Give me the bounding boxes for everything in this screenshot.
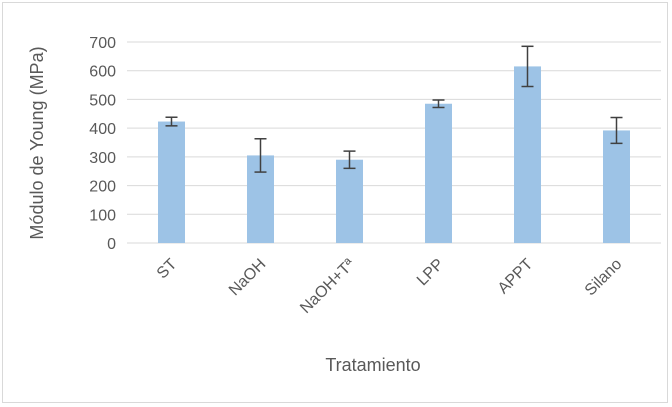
y-tick-label: 300: [89, 150, 116, 167]
error-bar: [521, 45, 534, 88]
gridlines: [127, 41, 661, 244]
bar-chart: 0 100 200 300 400 500 600 700 ST NaOH NaOH+Tª LPP A…: [27, 35, 661, 375]
bar: [603, 130, 630, 243]
x-tick-label: APPT: [495, 256, 537, 298]
y-tick-label: 200: [89, 179, 116, 196]
y-tick-label: 500: [89, 92, 116, 109]
error-bar: [254, 138, 267, 173]
error-bar: [343, 150, 356, 170]
x-tick-label: Silano: [582, 256, 626, 300]
x-axis-tick-labels: ST NaOH NaOH+Tª LPP APPT Silano: [154, 256, 626, 317]
error-bar: [165, 116, 178, 127]
bars: [158, 66, 630, 244]
x-tick-label: ST: [154, 256, 181, 283]
chart-frame: 0 100 200 300 400 500 600 700 ST NaOH NaOH+Tª LPP A…: [2, 2, 668, 403]
x-axis-title: Tratamiento: [325, 355, 420, 375]
y-axis-tick-labels: 0 100 200 300 400 500 600 700: [89, 35, 116, 253]
y-axis-title: Módulo de Young (MPa): [27, 46, 47, 239]
y-tick-label: 0: [107, 236, 116, 253]
error-bar: [610, 116, 623, 145]
y-tick-label: 100: [89, 207, 116, 224]
x-tick-label: NaOH: [226, 256, 269, 299]
x-tick-label: LPP: [414, 256, 447, 289]
y-tick-label: 400: [89, 121, 116, 138]
x-tick-label: NaOH+Tª: [297, 256, 358, 317]
y-tick-label: 700: [89, 35, 116, 52]
bar: [514, 66, 541, 244]
error-bar: [432, 99, 445, 109]
bar: [158, 121, 185, 243]
error-bars: [165, 45, 623, 173]
y-tick-label: 600: [89, 64, 116, 81]
bar: [425, 103, 452, 243]
bar: [336, 159, 363, 243]
